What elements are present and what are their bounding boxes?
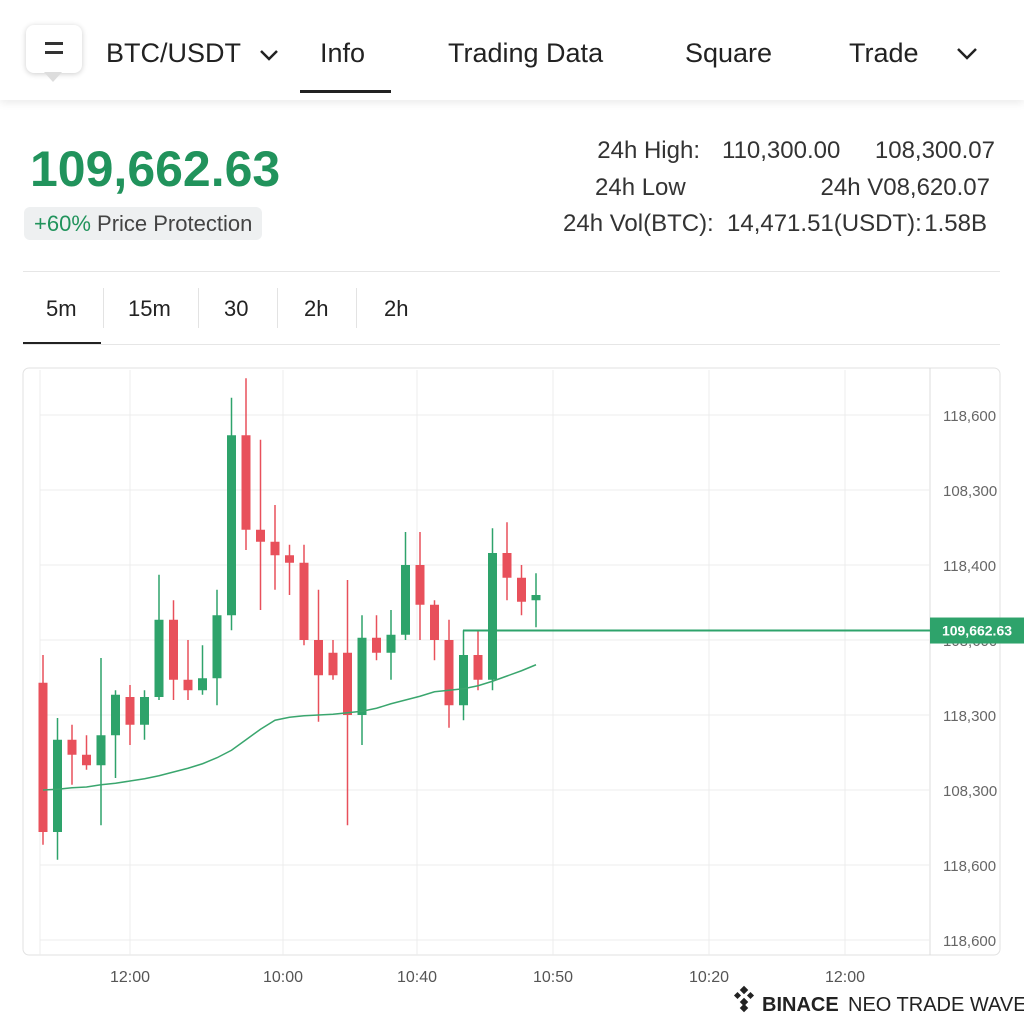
candle-body [299, 562, 309, 640]
brand-logo [733, 985, 755, 1013]
interval[interactable]: 5m [46, 296, 77, 321]
candle-body [328, 652, 338, 676]
tab[interactable]: Info [320, 38, 366, 68]
x-tick-label: 12:00 [825, 969, 865, 986]
candle-body [212, 615, 222, 679]
candle-body [140, 697, 149, 725]
interval[interactable]: 15m [128, 296, 171, 321]
candle-body [285, 555, 294, 563]
y-tick-label: 118,400 [943, 558, 996, 575]
candle-body [488, 553, 497, 680]
candle-body [415, 565, 425, 605]
moving-average [42, 664, 537, 791]
candle-body [430, 604, 439, 640]
symbol-selector[interactable]: BTC/USDT [106, 38, 280, 69]
candle-body [314, 640, 323, 676]
candle-body [38, 682, 48, 832]
chevron [260, 50, 278, 61]
candle-body [183, 679, 193, 691]
stat-label: 24h Low [595, 174, 686, 201]
brand: BINACE [762, 994, 839, 1016]
y-tick-label: 118,600 [943, 933, 996, 950]
candle-body [343, 652, 352, 715]
candle-body [154, 619, 164, 697]
candle-body [256, 529, 265, 542]
candle-body [531, 595, 541, 601]
separator [103, 288, 104, 328]
tab[interactable]: Trade [849, 38, 919, 68]
candle-body [459, 655, 468, 706]
x-tick-label: 10:20 [689, 969, 729, 986]
more-chevron[interactable] [955, 46, 979, 62]
interval[interactable]: 2h [304, 296, 329, 321]
separator [198, 288, 199, 328]
price-protection: +60% Price Protection [24, 207, 263, 240]
menu-pointer [44, 72, 62, 82]
candle-body [473, 655, 483, 680]
candle-body [357, 637, 367, 715]
interval[interactable]: 2h [384, 296, 409, 321]
x-tick-label: 10:40 [397, 969, 437, 986]
tab-underline [300, 90, 391, 93]
tagline: NEO TRADE WAVE [848, 994, 1024, 1016]
candle-body [386, 634, 396, 653]
y-tick-label: 118,300 [943, 708, 996, 725]
y-tick-label: 118,600 [943, 858, 996, 875]
last-price-label: 109,662.63 [942, 623, 1012, 639]
separator [356, 288, 357, 328]
stat-value: 108,300.07 [874, 137, 995, 164]
stat-value: 14,471.51(USDT): [727, 210, 922, 237]
candle-body [96, 735, 106, 766]
stat-label: 24h Vol(BTC): [563, 210, 714, 237]
y-tick-label: 108,300 [943, 483, 997, 500]
tab[interactable]: Square [685, 38, 773, 68]
candle-body [53, 739, 62, 832]
top-bar: BTC/USDT Info Trading Data Square Trade [0, 0, 1024, 100]
separator [277, 288, 278, 328]
y-tick-label: 108,300 [943, 783, 997, 800]
x-tick-label: 12:00 [110, 969, 150, 986]
candle-body [198, 678, 207, 691]
candle-body [125, 697, 135, 725]
interval[interactable]: 30 [224, 296, 249, 321]
candle-body [169, 619, 178, 680]
candle-body [82, 754, 91, 766]
tab[interactable]: Trading Data [448, 38, 604, 68]
divider [23, 344, 1000, 345]
symbol: BTC/USDT [106, 38, 241, 68]
candle-body [517, 577, 526, 602]
candle-body [270, 541, 280, 556]
stat-value: 110,300.00 [722, 137, 841, 164]
x-tick-label: 10:50 [533, 969, 573, 986]
protection: Price Protection [97, 211, 253, 236]
stat-value: 1.58B [924, 210, 987, 237]
divider [23, 271, 1000, 272]
chart-frame [22, 367, 1001, 956]
x-tick-label: 10:00 [263, 969, 303, 986]
candle-body [372, 637, 381, 653]
change: +60% [34, 211, 91, 236]
stat-label: 24h High: [597, 137, 700, 164]
interval-underline [23, 342, 101, 345]
last-price: 109,662.63 [30, 141, 281, 197]
menu-button[interactable] [26, 25, 82, 73]
candle-body [502, 553, 512, 578]
stat-value: 24h V08,620.07 [820, 174, 991, 201]
y-tick-label: 118,600 [943, 408, 996, 425]
candle-body [444, 640, 454, 706]
candle-body [401, 565, 410, 635]
candle-body [227, 435, 236, 616]
candle-body [67, 739, 77, 755]
candle-body [241, 435, 251, 530]
last-price-tag [930, 617, 1024, 644]
candle-body [111, 694, 120, 736]
